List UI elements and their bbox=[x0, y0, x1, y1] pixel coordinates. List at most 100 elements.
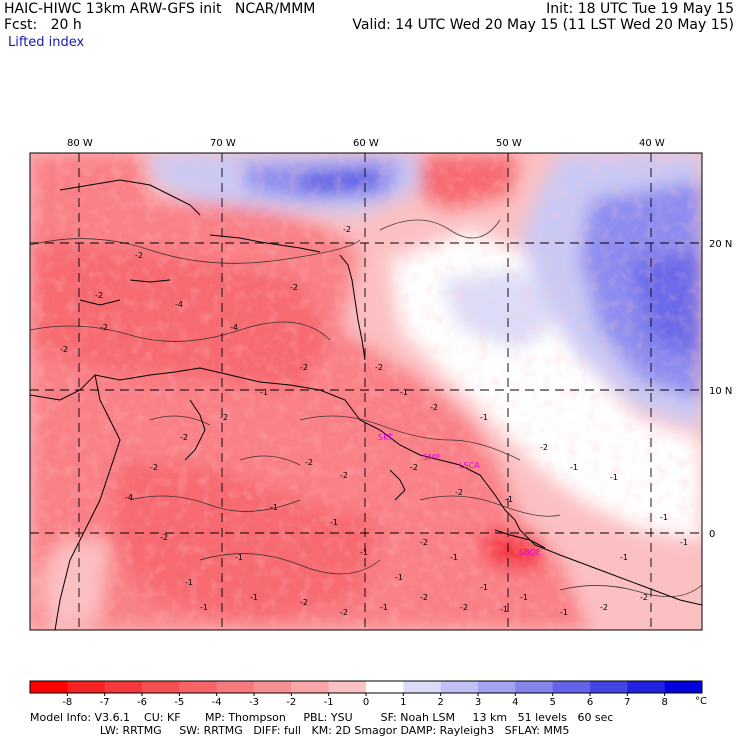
colorbar-label: -8 bbox=[62, 697, 72, 708]
contour-label: -1 bbox=[610, 473, 618, 482]
colorbar-swatch bbox=[67, 681, 105, 693]
contour-label: -1 bbox=[235, 553, 243, 562]
colorbar-label: 4 bbox=[512, 697, 518, 708]
colorbar-swatch bbox=[440, 681, 479, 693]
contour-label: -2 bbox=[430, 403, 438, 412]
header-valid-time: Valid: 14 UTC Wed 20 May 15 (11 LST Wed … bbox=[352, 17, 734, 33]
colorbar-unit: °C bbox=[695, 696, 707, 707]
colorbar-swatch bbox=[403, 681, 441, 693]
contour-label: -1 bbox=[480, 413, 488, 422]
colorbar-label: 5 bbox=[549, 697, 555, 708]
colorbar-label: 0 bbox=[363, 697, 369, 708]
lon-labels: 80 W 70 W 60 W 50 W 40 W bbox=[67, 138, 665, 149]
lon-label: 60 W bbox=[353, 138, 379, 149]
colorbar-label: -6 bbox=[137, 697, 147, 708]
colorbar-swatch bbox=[552, 681, 591, 693]
contour-label: -2 bbox=[340, 471, 348, 480]
contour-label: -2 bbox=[305, 458, 313, 467]
contour-label: -2 bbox=[420, 593, 428, 602]
colorbar: -8 -7 -6 -5 -4 -3 -2 -1 0 1 2 3 4 5 6 7 8 bbox=[29, 680, 703, 708]
model-info-line1: Model Info: V3.6.1 CU: KF MP: Thompson P… bbox=[30, 711, 614, 724]
lon-label: 40 W bbox=[639, 138, 665, 149]
colorbar-swatch bbox=[515, 681, 553, 693]
contour-label: -1 bbox=[380, 603, 388, 612]
lat-label: 10 N bbox=[709, 386, 732, 397]
contour-label: -2 bbox=[95, 291, 103, 300]
colorbar-label: 6 bbox=[587, 697, 593, 708]
contour-label: -2 bbox=[455, 488, 463, 497]
model-info-line2: LW: RRTMG SW: RRTMG DIFF: full KM: 2D Sm… bbox=[30, 724, 570, 737]
contour-label: -2 bbox=[600, 603, 608, 612]
lat-lon-grid bbox=[30, 153, 702, 630]
station-label: SKT bbox=[378, 433, 393, 442]
contour-label: -1 bbox=[480, 583, 488, 592]
colorbar-swatch bbox=[179, 681, 217, 693]
colorbar-swatch bbox=[590, 681, 628, 693]
field-name: Lifted index bbox=[8, 35, 85, 50]
contour-label: -2 bbox=[160, 533, 168, 542]
colorbar-swatch bbox=[254, 681, 292, 693]
map-frame bbox=[29, 152, 703, 631]
contour-label: -1 bbox=[400, 388, 408, 397]
contour-label: -4 bbox=[175, 300, 183, 309]
colorbar-label: -5 bbox=[174, 697, 184, 708]
contour-label: -2 bbox=[540, 443, 548, 452]
colorbar-label: -1 bbox=[324, 697, 334, 708]
contour-label: -1 bbox=[250, 593, 258, 602]
lat-label: 0 bbox=[709, 529, 715, 540]
colorbar-swatch bbox=[328, 681, 367, 693]
contour-label: -1 bbox=[200, 603, 208, 612]
contour-label: -2 bbox=[343, 225, 351, 234]
colorbar-swatch bbox=[664, 681, 703, 693]
contour-label: -1 bbox=[680, 538, 688, 547]
contour-label: -1 bbox=[330, 518, 338, 527]
contour-label: -1 bbox=[505, 495, 513, 504]
colorbar-swatch bbox=[478, 681, 516, 693]
contour-label: -1 bbox=[570, 463, 578, 472]
lifted-index-field: -2 -2 -2 -4 -2 -2 -2 -4 -2 -2 -2 -2 -1 -1 -1 -1 -1 -1 -1 -2… bbox=[30, 153, 702, 630]
colorbar-label: 8 bbox=[661, 697, 667, 708]
station-label: SBQE bbox=[519, 548, 541, 557]
header-model-title: HAIC-HIWC 13km ARW-GFS init NCAR/MMM bbox=[4, 1, 316, 17]
contour-label: -1 bbox=[620, 553, 628, 562]
lat-labels: 20 N 10 N 0 bbox=[709, 239, 732, 540]
colorbar-label: 3 bbox=[475, 697, 481, 708]
station-label: LSCA bbox=[459, 461, 480, 470]
contour-label: -2 bbox=[410, 463, 418, 472]
contour-label: -2 bbox=[300, 598, 308, 607]
contour-label: -2 bbox=[100, 323, 108, 332]
contour-label: -1 bbox=[500, 605, 508, 614]
station-labels: SKT SMP LSCA SBQE bbox=[378, 433, 541, 557]
colorbar-label: 1 bbox=[400, 697, 406, 708]
contour-label: -1 bbox=[560, 608, 568, 617]
colorbar-swatch bbox=[366, 681, 404, 693]
contour-label: -2 bbox=[300, 363, 308, 372]
contour-label: -4 bbox=[230, 323, 238, 332]
contour-label: -1 bbox=[520, 593, 528, 602]
colorbar-label: -7 bbox=[100, 697, 110, 708]
contour-label: -2 bbox=[290, 283, 298, 292]
contour-label: -2 bbox=[340, 608, 348, 617]
coastlines bbox=[30, 179, 702, 630]
lat-label: 20 N bbox=[709, 239, 732, 250]
contour-label: -1 bbox=[360, 548, 368, 557]
contour-label: -2 bbox=[60, 345, 68, 354]
contour-label: -2 bbox=[640, 593, 648, 602]
colorbar-swatch bbox=[30, 681, 68, 693]
header-forecast-hour: Fcst: 20 h bbox=[4, 17, 82, 33]
contour-label: -2 bbox=[420, 538, 428, 547]
colorbar-swatch bbox=[104, 681, 143, 693]
contour-labels: -2 -2 -2 -4 -2 -2 -2 -4 -2 -2 -2 -2 -1 -1 -1 -1 -1 -1 -1 -2… bbox=[60, 225, 688, 617]
lon-label: 50 W bbox=[496, 138, 522, 149]
contour-label: -1 bbox=[395, 573, 403, 582]
station-label: SMP bbox=[423, 453, 440, 462]
colorbar-label: 7 bbox=[624, 697, 630, 708]
header-init-time: Init: 18 UTC Tue 19 May 15 bbox=[546, 1, 734, 17]
colorbar-label: -4 bbox=[212, 697, 222, 708]
colorbar-swatch bbox=[627, 681, 665, 693]
contour-label: -2 bbox=[135, 251, 143, 260]
colorbar-label: 2 bbox=[437, 697, 443, 708]
colorbar-swatch bbox=[291, 681, 329, 693]
contour-label: -2 bbox=[180, 433, 188, 442]
